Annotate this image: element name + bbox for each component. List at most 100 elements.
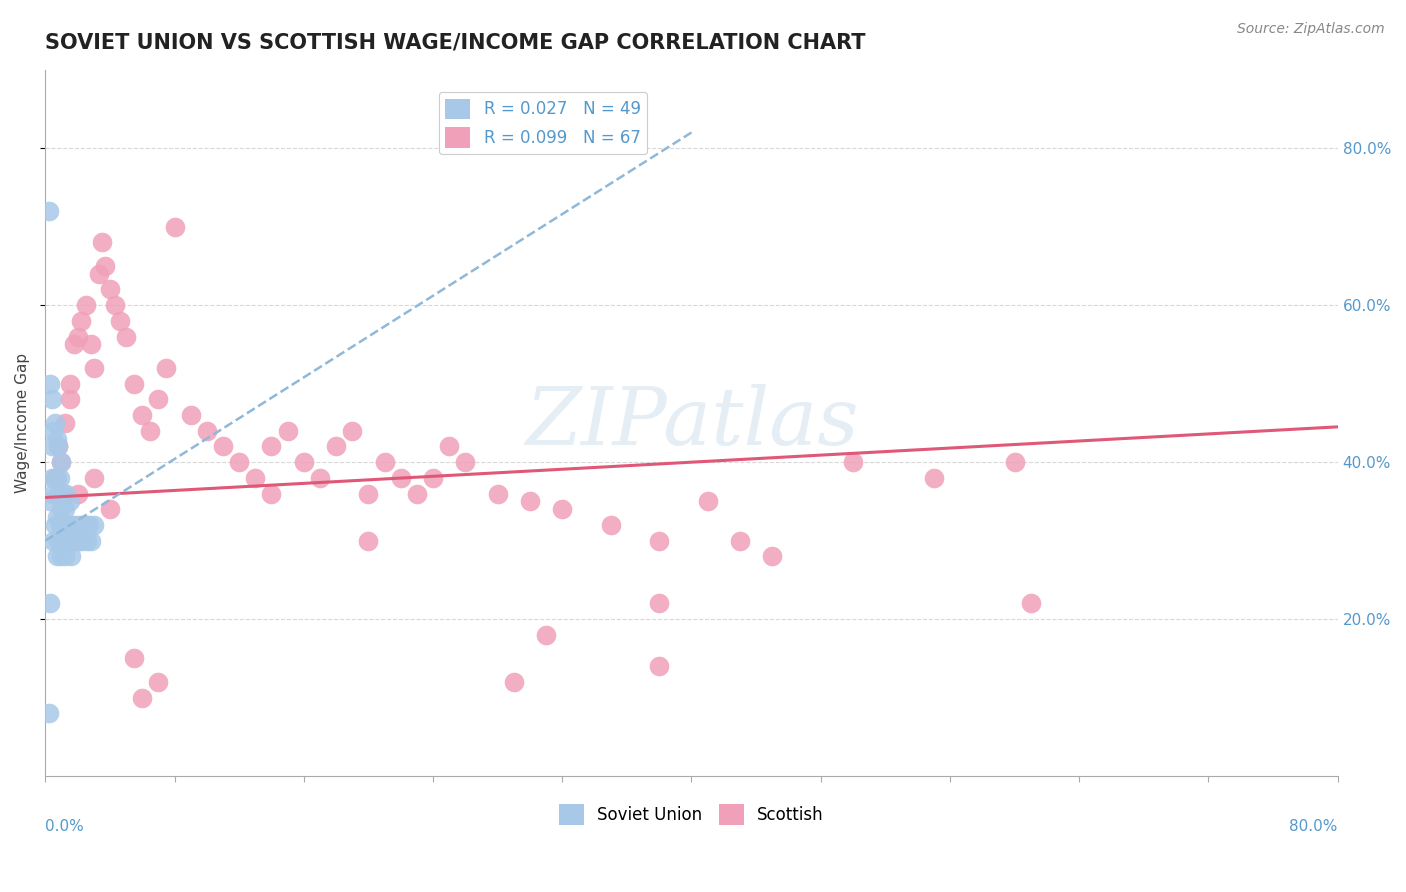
Point (62, 533, 84, 548)
Point (44, 416, 66, 430)
Point (42, 533, 65, 548)
Point (1019, 597, 1042, 611)
Point (422, 471, 444, 485)
Point (75, 298, 97, 312)
Point (45, 549, 67, 564)
Point (728, 533, 751, 548)
Point (56, 518, 79, 533)
Point (342, 424, 364, 438)
Point (76, 533, 98, 548)
Point (49, 471, 72, 485)
Point (90, 235, 112, 250)
Text: SOVIET UNION VS SCOTTISH WAGE/INCOME GAP CORRELATION CHART: SOVIET UNION VS SCOTTISH WAGE/INCOME GAP… (45, 33, 866, 53)
Point (696, 494, 718, 508)
Point (599, 518, 621, 533)
Y-axis label: Wage/Income Gap: Wage/Income Gap (15, 353, 30, 493)
Point (39, 597, 62, 611)
Point (148, 675, 170, 690)
Point (60, 518, 83, 533)
Point (104, 298, 127, 312)
Point (65, 533, 87, 548)
Point (53, 502, 76, 516)
Point (648, 659, 671, 673)
Point (41, 440, 63, 454)
Point (195, 424, 218, 438)
Point (46, 440, 69, 454)
Point (67, 533, 90, 548)
Text: 80.0%: 80.0% (1289, 819, 1337, 834)
Point (309, 471, 332, 485)
Point (46, 533, 69, 548)
Point (357, 533, 380, 548)
Point (245, 471, 267, 485)
Point (842, 455, 865, 469)
Point (52, 533, 75, 548)
Point (58, 494, 80, 508)
Point (79, 337, 101, 351)
Text: ZIPatlas: ZIPatlas (524, 384, 858, 462)
Point (325, 440, 347, 454)
Point (98, 283, 121, 297)
Point (53, 549, 76, 564)
Point (58, 376, 80, 391)
Point (389, 471, 412, 485)
Point (41, 392, 63, 407)
Point (38, 204, 60, 219)
Point (66, 518, 89, 533)
Point (63, 518, 86, 533)
Point (486, 486, 509, 500)
Point (87, 267, 110, 281)
Point (131, 408, 153, 422)
Point (79, 533, 101, 548)
Point (83, 471, 105, 485)
Point (1004, 455, 1026, 469)
Point (83, 361, 105, 376)
Point (108, 314, 131, 328)
Point (46, 440, 69, 454)
Point (405, 486, 427, 500)
Point (648, 533, 671, 548)
Point (437, 440, 460, 454)
Point (72, 533, 94, 548)
Point (39, 494, 62, 508)
Point (41, 471, 63, 485)
Point (180, 408, 202, 422)
Point (357, 486, 380, 500)
Point (122, 376, 145, 391)
Point (63, 337, 86, 351)
Point (260, 440, 283, 454)
Point (292, 455, 315, 469)
Point (45, 432, 67, 446)
Point (58, 392, 80, 407)
Point (53, 416, 76, 430)
Point (83, 518, 105, 533)
Point (534, 628, 557, 642)
Point (60, 549, 83, 564)
Point (163, 219, 186, 234)
Point (131, 690, 153, 705)
Point (44, 471, 66, 485)
Point (42, 486, 65, 500)
Point (75, 518, 97, 533)
Point (94, 259, 117, 273)
Point (648, 597, 671, 611)
Point (148, 392, 170, 407)
Text: Source: ZipAtlas.com: Source: ZipAtlas.com (1237, 22, 1385, 37)
Point (55, 486, 77, 500)
Point (44, 518, 66, 533)
Point (454, 455, 477, 469)
Point (922, 471, 945, 485)
Point (69, 518, 91, 533)
Point (45, 510, 67, 524)
Point (55, 533, 77, 548)
Point (51, 455, 73, 469)
Point (69, 314, 91, 328)
Point (519, 494, 541, 508)
Point (139, 424, 162, 438)
Point (39, 376, 62, 391)
Point (115, 329, 138, 343)
Point (45, 471, 67, 485)
Point (155, 361, 177, 376)
Point (277, 424, 299, 438)
Legend: Soviet Union, Scottish: Soviet Union, Scottish (553, 797, 831, 831)
